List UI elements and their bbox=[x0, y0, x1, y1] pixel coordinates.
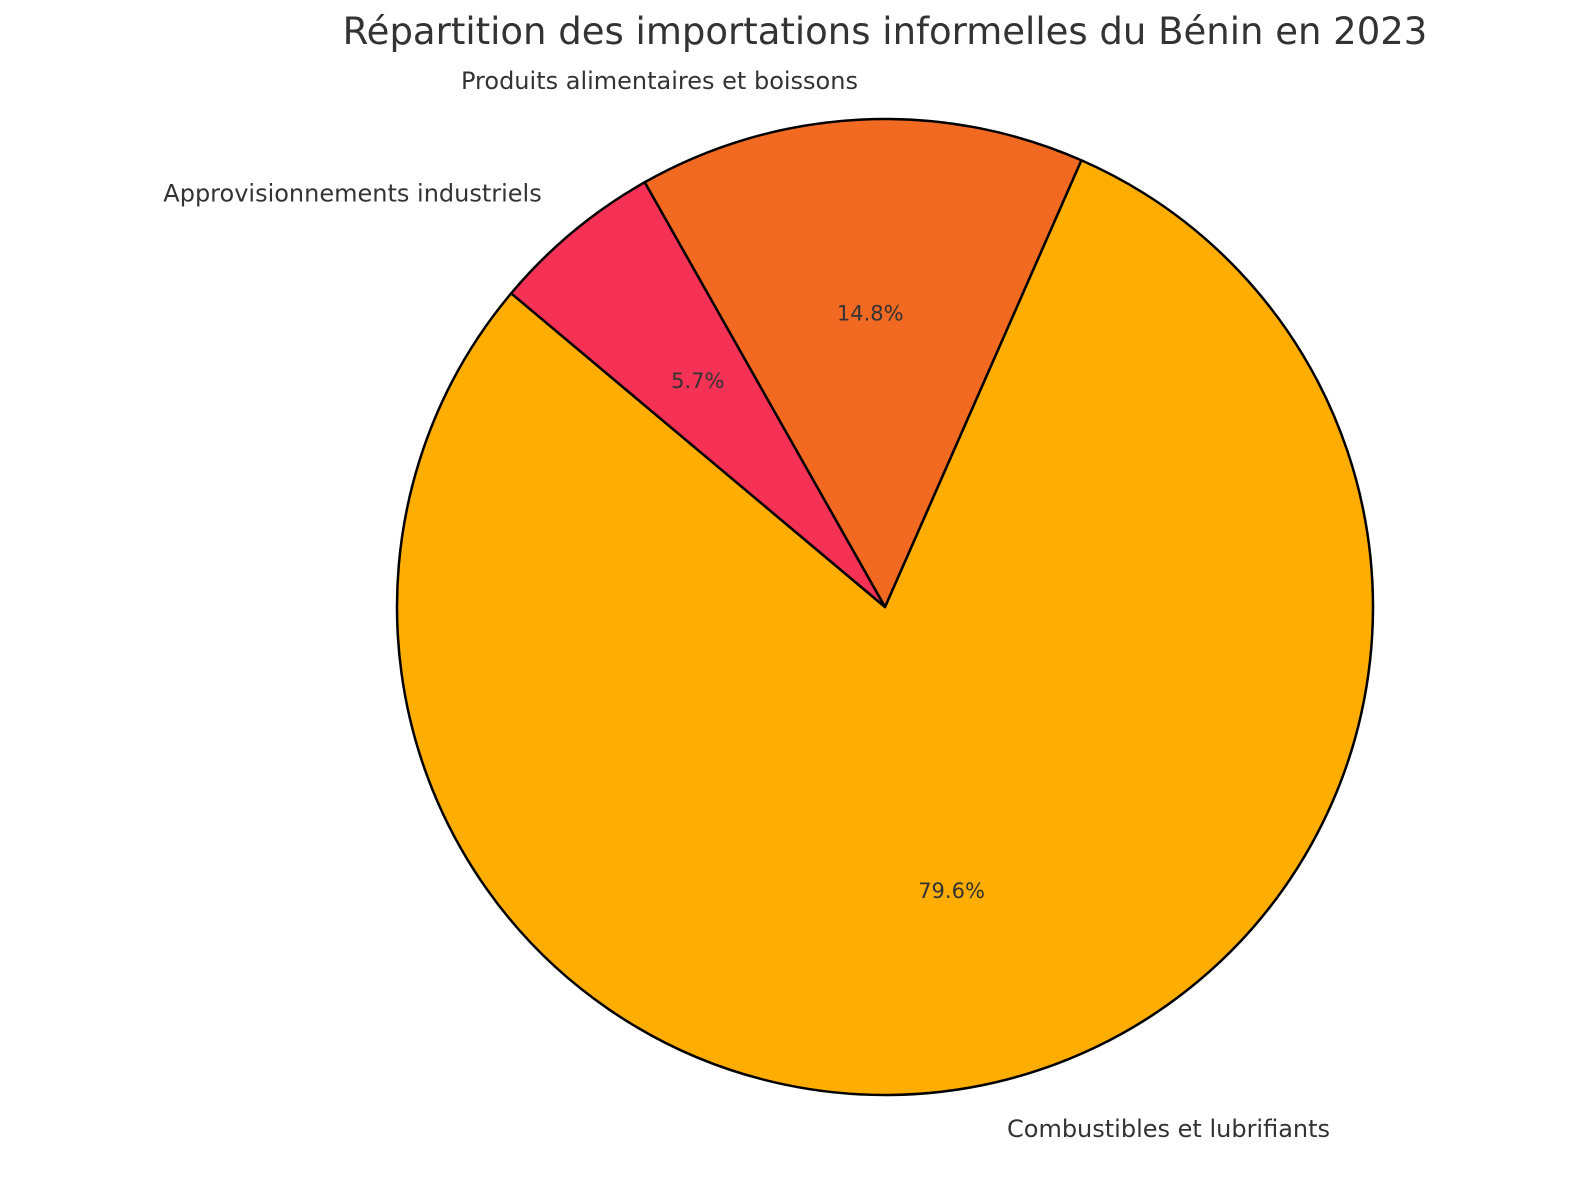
slice-percent-label: 14.8% bbox=[837, 302, 904, 326]
slice-percent-label: 5.7% bbox=[671, 369, 724, 393]
pie-slice bbox=[509, 181, 887, 609]
slice-label: Produits alimentaires et boissons bbox=[461, 67, 858, 95]
pie-slice bbox=[643, 117, 1083, 609]
pie-slice bbox=[395, 158, 1375, 1097]
slice-label: Combustibles et lubrifiants bbox=[1007, 1115, 1330, 1143]
chart-title: Répartition des importations informelles… bbox=[343, 10, 1428, 53]
slice-label: Approvisionnements industriels bbox=[163, 179, 541, 207]
slice-percent-label: 79.6% bbox=[918, 879, 985, 903]
